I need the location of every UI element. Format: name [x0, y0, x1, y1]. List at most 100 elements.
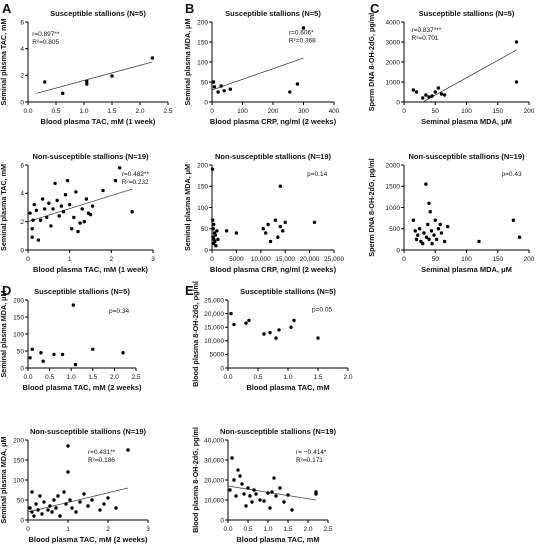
data-point	[266, 491, 270, 495]
data-point	[211, 218, 215, 222]
y-tick-label: 4	[20, 46, 24, 53]
data-point	[422, 231, 426, 235]
y-axis-label: Seminal plasma TAC, mM	[0, 164, 8, 251]
stat-label: R²=0.171	[296, 457, 323, 464]
data-point	[282, 500, 286, 504]
x-axis-label: Blood plasma TAC, mM (1 week)	[33, 265, 148, 274]
x-tick-label: 5000	[229, 256, 244, 263]
data-point	[30, 227, 34, 231]
y-axis-label: Seminal plasma MDA, μM	[183, 164, 192, 251]
data-point	[212, 85, 217, 89]
data-point	[70, 227, 74, 231]
x-tick-label: 0.0	[223, 526, 232, 533]
y-tick-label: 200	[197, 162, 208, 169]
x-tick-label: 0	[26, 256, 30, 263]
y-tick-label: 6	[20, 162, 24, 169]
data-point	[90, 498, 94, 502]
x-axis-label: Blood plasma TAC, mM (2 weeks)	[22, 383, 142, 392]
y-tick-label: 20,000	[204, 477, 224, 484]
panel-letter-a: A	[2, 1, 12, 16]
chart-title: Susceptible stallions (N=5)	[225, 9, 321, 18]
y-tick-label: 0	[20, 99, 24, 106]
data-point	[85, 82, 89, 86]
data-point	[71, 303, 76, 307]
data-point	[411, 88, 416, 92]
trend-line	[27, 487, 129, 513]
data-point	[224, 229, 229, 233]
data-point	[446, 224, 450, 229]
data-point	[432, 233, 436, 237]
x-tick-label: 1	[68, 256, 72, 263]
data-point	[72, 215, 76, 220]
data-point	[102, 502, 106, 506]
data-point	[106, 496, 110, 500]
x-tick-label: 0.0	[23, 374, 32, 381]
data-point	[114, 506, 118, 510]
y-tick-label: 10,000	[204, 497, 224, 504]
x-tick-label: 2.0	[303, 526, 312, 533]
data-point	[424, 93, 428, 97]
x-tick-label: 15,000	[275, 256, 295, 263]
data-point	[55, 198, 59, 203]
x-axis-label: Seminal plasma MDA, μM	[421, 117, 512, 126]
data-point	[73, 362, 78, 367]
data-point	[261, 227, 265, 231]
stat-label: r=0.606*	[289, 29, 314, 36]
data-point	[429, 229, 434, 233]
data-point	[34, 208, 39, 213]
data-point	[88, 212, 93, 217]
data-point	[228, 488, 232, 492]
data-point	[28, 506, 32, 510]
y-axis-label: Sperm DNA 8-OH-2dG, pg/ml	[367, 158, 376, 256]
data-point	[40, 512, 44, 516]
data-point	[30, 347, 35, 351]
data-point	[286, 493, 290, 497]
data-point	[54, 506, 58, 510]
data-point	[229, 311, 233, 316]
data-point	[40, 197, 45, 201]
x-tick-label: 0	[26, 526, 30, 533]
data-point	[101, 188, 105, 193]
y-tick-label: 100	[13, 477, 24, 484]
data-point	[32, 202, 36, 207]
y-tick-label: 20,000	[204, 311, 224, 318]
y-tick-label: 6	[20, 19, 24, 26]
data-point	[46, 508, 50, 512]
data-point	[28, 211, 32, 215]
data-point	[234, 231, 239, 235]
x-tick-label: 3	[146, 526, 150, 533]
data-point	[442, 239, 447, 244]
x-tick-label: 1.0	[79, 108, 88, 115]
y-tick-label: 200	[197, 19, 208, 26]
stat-label: r= −0.414*	[296, 449, 327, 456]
data-point	[78, 221, 82, 225]
data-point	[65, 178, 70, 183]
data-point	[60, 352, 65, 357]
x-tick-label: 0.0	[23, 108, 32, 115]
x-tick-label: 2.0	[343, 374, 352, 381]
chart-title: Non-susceptible stallions (N=19)	[30, 427, 147, 436]
chart-title: Non-susceptible stallions (N=19)	[408, 152, 525, 161]
y-tick-label: 1000	[386, 205, 401, 212]
y-tick-label: 4000	[386, 19, 401, 26]
data-point	[30, 510, 34, 514]
data-point	[219, 84, 223, 88]
data-point	[34, 502, 38, 506]
data-point	[61, 91, 65, 96]
x-tick-label: 0.5	[51, 108, 60, 115]
data-point	[289, 325, 293, 329]
y-axis-label: Seminal plasma MDA, μM	[0, 436, 8, 523]
x-tick-label: 1.5	[283, 526, 292, 533]
chart-c2: Non-susceptible stallions (N=19) 0 50 100 15…	[367, 152, 535, 274]
trend-line	[27, 188, 133, 223]
data-point	[273, 218, 278, 222]
data-point	[268, 239, 273, 244]
y-tick-label: 50	[201, 79, 209, 86]
chart-title: Susceptible stallions (N=5)	[50, 9, 146, 18]
data-point	[91, 347, 95, 351]
data-point	[283, 220, 287, 225]
data-point	[240, 482, 244, 486]
data-point	[74, 510, 78, 514]
data-point	[63, 193, 68, 197]
y-tick-label: 50	[201, 226, 209, 233]
